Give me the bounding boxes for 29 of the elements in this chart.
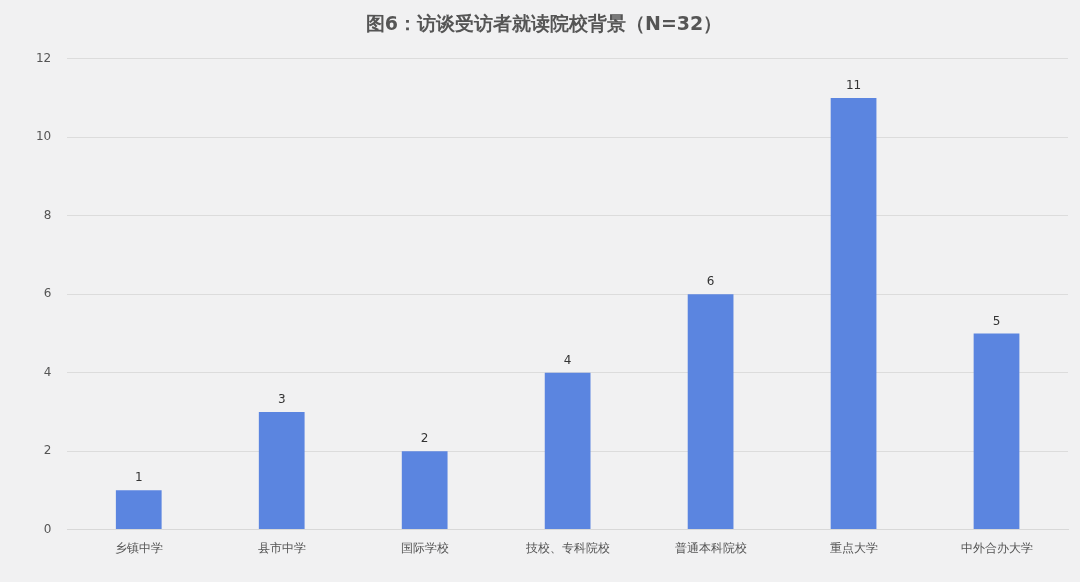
data-label: 3 xyxy=(277,392,286,407)
x-tick-label: 县市中学 xyxy=(257,540,306,555)
x-tick-label: 中外合办大学 xyxy=(960,540,1033,555)
data-label: 4 xyxy=(563,352,572,367)
bar xyxy=(973,333,1020,530)
x-tick-label: 国际学校 xyxy=(400,540,449,555)
bar xyxy=(115,490,162,530)
y-tick-label: 4 xyxy=(43,364,52,379)
x-tick-label: 乡镇中学 xyxy=(114,540,163,555)
data-label: 1 xyxy=(134,470,143,485)
y-tick-label: 12 xyxy=(35,50,52,65)
y-tick-label: 10 xyxy=(35,129,52,144)
x-tick-label: 重点大学 xyxy=(829,540,878,555)
bar xyxy=(258,411,305,530)
data-label: 11 xyxy=(845,78,862,93)
bar xyxy=(687,294,734,530)
data-label: 5 xyxy=(992,313,1001,328)
y-tick-label: 6 xyxy=(43,286,52,301)
y-tick-label: 8 xyxy=(43,207,52,222)
y-tick-label: 0 xyxy=(43,521,52,536)
data-label: 6 xyxy=(706,274,715,289)
data-label: 2 xyxy=(420,431,429,446)
chart-title: 图6：访谈受访者就读院校背景（N=32） xyxy=(365,12,723,35)
x-tick-label: 技校、专科院校 xyxy=(524,540,610,555)
bar xyxy=(401,451,448,530)
bar xyxy=(830,98,877,530)
y-tick-label: 2 xyxy=(43,443,52,458)
x-tick-label: 普通本科院校 xyxy=(674,540,747,555)
bar xyxy=(544,372,591,530)
